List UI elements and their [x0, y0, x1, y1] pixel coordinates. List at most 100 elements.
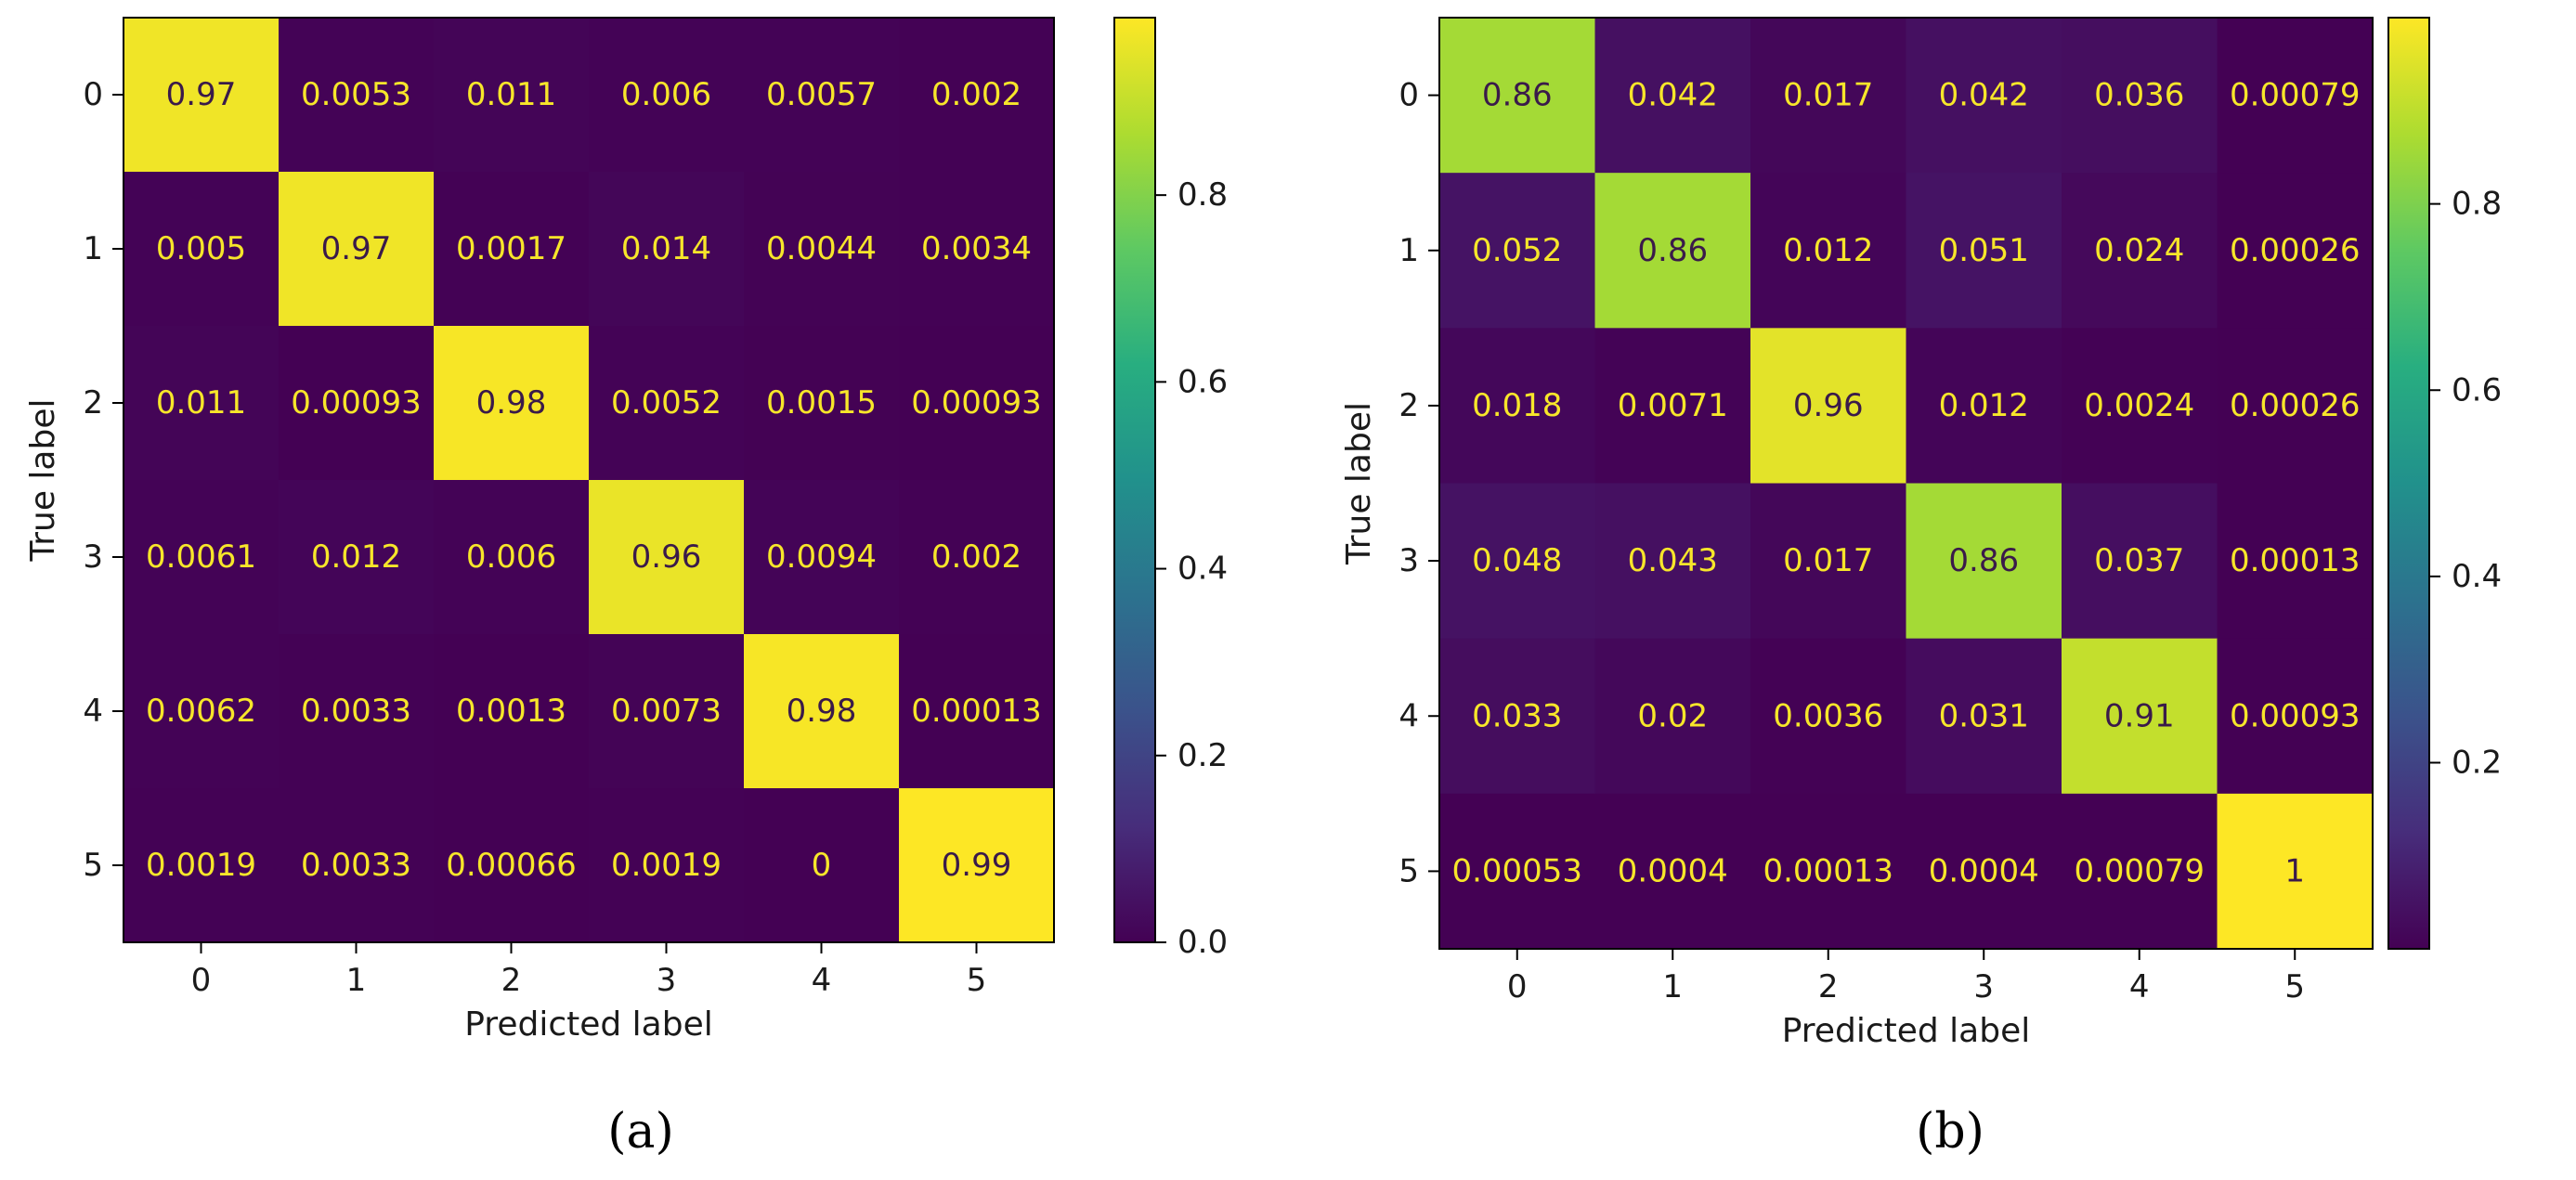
heatmap-cell — [589, 480, 745, 635]
cell-value-label: 0 — [812, 847, 832, 884]
heatmap-cell — [899, 788, 1055, 943]
cell-value-label: 0.048 — [1472, 542, 1562, 579]
colorbar-tick-label: 0.4 — [1177, 551, 1228, 588]
heatmap-cell — [2062, 18, 2218, 174]
cell-value-label: 0.011 — [466, 76, 556, 113]
cell-value-label: 0.024 — [2094, 232, 2184, 269]
cell-value-label: 0.00013 — [2230, 542, 2361, 579]
heatmap-cell — [899, 634, 1055, 789]
colorbar-tick-label: 0.0 — [1177, 924, 1228, 961]
colorbar-frame — [2387, 17, 2430, 950]
heatmap-cell — [434, 480, 590, 635]
cell-value-label: 0.0071 — [1618, 387, 1728, 424]
confusion-matrix-b: 0.86 0.042 0.017 0.042 0.036 0.00079 0.052 0.86… — [1340, 17, 2502, 1050]
heatmap-cell — [1439, 173, 1595, 329]
cell-value-label: 0.99 — [942, 847, 1012, 884]
heatmap-cell — [1439, 18, 1595, 174]
cell-value-label: 0.0004 — [1618, 852, 1728, 889]
heatmap-cell — [1439, 328, 1595, 484]
heatmap-cell — [899, 18, 1055, 173]
heatmap-cell — [124, 634, 280, 789]
heatmap-cell — [899, 172, 1055, 327]
heatmap-cell — [1594, 483, 1751, 640]
heatmap-cell — [1906, 793, 2062, 950]
cell-value-label: 0.0033 — [301, 693, 411, 730]
cell-value-label: 0.036 — [2094, 77, 2184, 114]
y-tick-label: 0 — [83, 76, 103, 113]
cell-value-label: 0.0013 — [456, 693, 566, 730]
cell-value-label: 0.86 — [1948, 542, 2019, 579]
heatmap-cell — [589, 326, 745, 481]
heatmap-cell — [1750, 173, 1906, 329]
heatmap-cell — [1906, 483, 2062, 640]
cell-value-label: 0.0057 — [766, 76, 877, 113]
heatmap-cell — [1750, 328, 1906, 484]
y-axis-label: True label — [1340, 402, 1378, 565]
heatmap-cell — [434, 172, 590, 327]
heatmap-cell — [2217, 638, 2374, 795]
cell-value-label: 0.86 — [1482, 77, 1553, 114]
heatmap-cell — [744, 634, 900, 789]
cell-value-label: 0.011 — [156, 384, 246, 421]
cell-value-label: 0.052 — [1472, 232, 1562, 269]
cell-value-label: 0.0052 — [611, 384, 722, 421]
cell-value-label: 0.0024 — [2084, 387, 2194, 424]
cell-value-label: 0.96 — [1793, 387, 1864, 424]
cell-value-label: 0.033 — [1472, 697, 1562, 734]
heatmap-cell — [744, 788, 900, 943]
heatmap-cell — [124, 788, 280, 943]
heatmap-cell — [2062, 483, 2218, 640]
cell-value-label: 0.006 — [621, 76, 711, 113]
heatmap-cell — [1594, 173, 1751, 329]
cell-value-label: 0.0034 — [921, 230, 1032, 267]
heatmap-cell — [434, 326, 590, 481]
cell-value-label: 0.005 — [156, 230, 246, 267]
x-tick-label: 0 — [191, 962, 212, 999]
heatmap-cell — [1906, 173, 2062, 329]
heatmap-cell — [2062, 638, 2218, 795]
cell-value-label: 0.0044 — [766, 230, 877, 267]
y-tick-label: 2 — [83, 384, 103, 421]
heatmap-cell — [1594, 793, 1751, 950]
y-axis-label: True label — [24, 399, 62, 563]
cell-value-label: 0.0033 — [301, 847, 411, 884]
plot-frame — [1438, 17, 2374, 950]
heatmap-cell — [1750, 638, 1906, 795]
cell-value-label: 0.018 — [1472, 387, 1562, 424]
heatmap-cell — [2062, 793, 2218, 950]
x-tick-label: 2 — [501, 962, 522, 999]
y-tick-label: 1 — [83, 230, 103, 267]
cell-value-label: 0.0004 — [1929, 852, 2039, 889]
cell-value-label: 0.017 — [1783, 77, 1873, 114]
y-tick-label: 3 — [1399, 542, 1419, 579]
cell-value-label: 0.86 — [1637, 232, 1708, 269]
heatmap-cell — [589, 634, 745, 789]
heatmap-cell — [744, 480, 900, 635]
cell-value-label: 0.012 — [311, 538, 401, 576]
cell-value-label: 0.91 — [2104, 697, 2175, 734]
cell-value-label: 0.0061 — [146, 538, 256, 576]
cell-value-label: 0.00026 — [2230, 387, 2361, 424]
heatmap-cell — [2217, 18, 2374, 174]
heatmap-cell — [744, 18, 900, 173]
cell-value-label: 0.037 — [2094, 542, 2184, 579]
heatmap-cell — [124, 326, 280, 481]
heatmap-cell — [434, 788, 590, 943]
cell-value-label: 0.00093 — [291, 384, 422, 421]
heatmap-cell — [1750, 483, 1906, 640]
colorbar-tick-label: 0.2 — [1177, 737, 1228, 774]
heatmap-cell — [124, 480, 280, 635]
heatmap-cell — [1594, 638, 1751, 795]
heatmap-cell — [1439, 793, 1595, 950]
heatmap-cell — [1906, 328, 2062, 484]
cell-value-label: 0.031 — [1939, 697, 2029, 734]
cell-value-label: 0.012 — [1783, 232, 1873, 269]
colorbar-tick-label: 0.6 — [2452, 371, 2502, 408]
x-tick-label: 4 — [2129, 968, 2150, 1005]
x-axis-label: Predicted label — [1782, 1012, 2031, 1050]
cell-value-label: 0.0019 — [146, 847, 256, 884]
cell-value-label: 0.051 — [1939, 232, 2029, 269]
cell-value-label: 0.0036 — [1773, 697, 1883, 734]
heatmap-cell — [279, 18, 435, 173]
